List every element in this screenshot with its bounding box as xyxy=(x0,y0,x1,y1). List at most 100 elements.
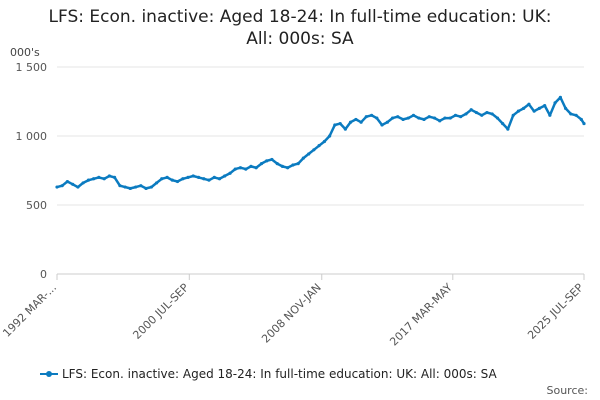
data-point[interactable] xyxy=(207,178,211,182)
data-point[interactable] xyxy=(537,106,541,110)
data-point[interactable] xyxy=(563,106,568,110)
data-point[interactable] xyxy=(364,115,368,119)
data-point[interactable] xyxy=(532,109,536,113)
data-point[interactable] xyxy=(107,174,111,178)
data-point[interactable] xyxy=(228,171,232,175)
data-point[interactable] xyxy=(191,174,195,178)
data-point[interactable] xyxy=(280,164,285,168)
data-point[interactable] xyxy=(76,185,80,189)
data-point[interactable] xyxy=(322,139,327,144)
data-point[interactable] xyxy=(432,116,437,120)
data-point[interactable] xyxy=(438,119,442,123)
data-point[interactable] xyxy=(569,112,573,116)
data-point[interactable] xyxy=(71,182,75,186)
data-point[interactable] xyxy=(480,113,484,117)
data-point[interactable] xyxy=(406,116,410,120)
data-point[interactable] xyxy=(548,113,552,117)
data-point[interactable] xyxy=(516,109,521,113)
data-point[interactable] xyxy=(81,181,85,185)
data-point[interactable] xyxy=(453,113,458,117)
data-point[interactable] xyxy=(521,106,526,110)
data-point[interactable] xyxy=(527,102,531,106)
data-point[interactable] xyxy=(139,184,143,188)
data-point[interactable] xyxy=(154,181,159,185)
data-point[interactable] xyxy=(92,177,96,181)
data-point[interactable] xyxy=(474,110,478,115)
data-point[interactable] xyxy=(249,164,253,168)
data-point[interactable] xyxy=(511,113,515,117)
legend[interactable]: LFS: Econ. inactive: Aged 18-24: In full… xyxy=(40,367,497,381)
data-point[interactable] xyxy=(233,167,237,171)
data-point[interactable] xyxy=(338,121,342,126)
data-point[interactable] xyxy=(385,120,389,124)
data-point[interactable] xyxy=(238,166,243,170)
data-point[interactable] xyxy=(217,177,222,181)
data-point[interactable] xyxy=(333,123,337,127)
data-point[interactable] xyxy=(144,186,148,191)
data-point[interactable] xyxy=(375,116,379,120)
data-point[interactable] xyxy=(485,110,489,115)
data-point[interactable] xyxy=(60,184,64,188)
data-point[interactable] xyxy=(286,166,290,170)
data-point[interactable] xyxy=(317,144,321,148)
data-point[interactable] xyxy=(370,113,374,117)
data-point[interactable] xyxy=(490,112,494,116)
data-point[interactable] xyxy=(348,120,353,124)
data-point[interactable] xyxy=(134,185,138,189)
data-point[interactable] xyxy=(464,112,468,116)
data-point[interactable] xyxy=(417,116,421,120)
data-point[interactable] xyxy=(275,162,279,166)
data-point[interactable] xyxy=(165,175,169,179)
data-point[interactable] xyxy=(427,115,431,119)
data-point[interactable] xyxy=(223,174,227,178)
data-point[interactable] xyxy=(202,177,206,181)
data-point[interactable] xyxy=(506,127,510,131)
data-point[interactable] xyxy=(411,113,416,117)
data-point[interactable] xyxy=(469,108,473,112)
data-point[interactable] xyxy=(422,117,426,122)
data-point[interactable] xyxy=(558,95,563,99)
data-point[interactable] xyxy=(254,166,258,170)
data-point[interactable] xyxy=(354,117,358,122)
data-point[interactable] xyxy=(212,175,216,179)
data-point[interactable] xyxy=(149,185,153,189)
data-point[interactable] xyxy=(244,167,248,171)
data-point[interactable] xyxy=(112,175,117,179)
data-point[interactable] xyxy=(160,177,164,181)
data-point[interactable] xyxy=(574,113,578,117)
data-point[interactable] xyxy=(301,156,305,160)
data-point[interactable] xyxy=(459,115,463,119)
data-point[interactable] xyxy=(123,185,127,189)
data-point[interactable] xyxy=(170,178,174,182)
data-point[interactable] xyxy=(582,121,586,126)
data-point[interactable] xyxy=(128,186,132,191)
data-point[interactable] xyxy=(65,179,69,184)
data-point[interactable] xyxy=(448,116,452,120)
data-point[interactable] xyxy=(579,117,583,122)
data-point[interactable] xyxy=(396,115,400,119)
data-point[interactable] xyxy=(55,185,59,189)
data-point[interactable] xyxy=(328,134,332,138)
data-point[interactable] xyxy=(175,179,180,184)
data-point[interactable] xyxy=(401,117,405,122)
data-point[interactable] xyxy=(265,159,269,163)
data-point[interactable] xyxy=(196,175,201,179)
data-point[interactable] xyxy=(259,162,264,166)
data-point[interactable] xyxy=(97,175,101,179)
data-point[interactable] xyxy=(291,163,295,167)
data-point[interactable] xyxy=(390,116,395,120)
data-point[interactable] xyxy=(443,116,447,120)
data-point[interactable] xyxy=(501,121,505,126)
data-point[interactable] xyxy=(102,177,106,181)
data-point[interactable] xyxy=(380,123,384,127)
data-point[interactable] xyxy=(307,152,311,156)
data-point[interactable] xyxy=(343,127,347,131)
data-point[interactable] xyxy=(181,177,185,181)
data-point[interactable] xyxy=(296,162,300,166)
data-point[interactable] xyxy=(359,120,363,124)
data-point[interactable] xyxy=(553,101,557,105)
data-point[interactable] xyxy=(543,104,547,108)
data-point[interactable] xyxy=(86,178,91,182)
data-point[interactable] xyxy=(270,157,274,162)
data-point[interactable] xyxy=(495,116,500,120)
